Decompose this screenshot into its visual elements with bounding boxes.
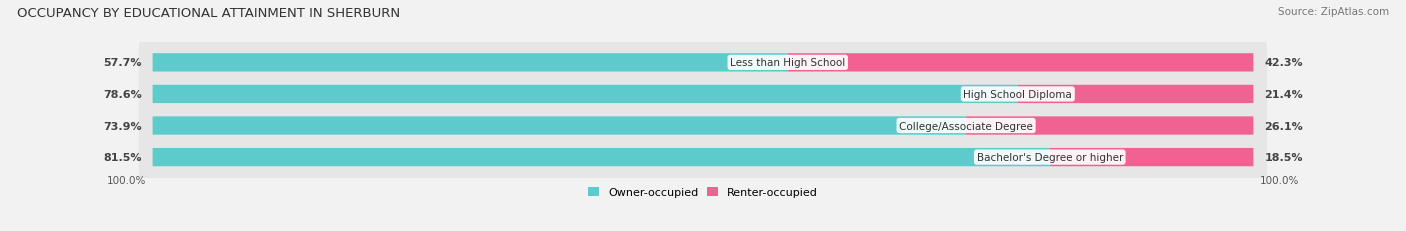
Text: 26.1%: 26.1% bbox=[1264, 121, 1303, 131]
Text: 100.0%: 100.0% bbox=[1260, 176, 1299, 185]
Text: College/Associate Degree: College/Associate Degree bbox=[900, 121, 1033, 131]
Text: 73.9%: 73.9% bbox=[103, 121, 142, 131]
FancyBboxPatch shape bbox=[1018, 85, 1253, 104]
FancyBboxPatch shape bbox=[966, 117, 1253, 135]
FancyBboxPatch shape bbox=[153, 85, 1018, 104]
FancyBboxPatch shape bbox=[153, 117, 966, 135]
Text: 81.5%: 81.5% bbox=[103, 152, 142, 162]
Text: 78.6%: 78.6% bbox=[103, 90, 142, 100]
Text: Less than High School: Less than High School bbox=[730, 58, 845, 68]
FancyBboxPatch shape bbox=[153, 54, 787, 72]
FancyBboxPatch shape bbox=[153, 148, 1050, 167]
FancyBboxPatch shape bbox=[1050, 148, 1253, 167]
FancyBboxPatch shape bbox=[139, 99, 1267, 153]
FancyBboxPatch shape bbox=[787, 54, 1253, 72]
FancyBboxPatch shape bbox=[139, 36, 1267, 91]
Text: Source: ZipAtlas.com: Source: ZipAtlas.com bbox=[1278, 7, 1389, 17]
Text: 18.5%: 18.5% bbox=[1264, 152, 1303, 162]
Text: 100.0%: 100.0% bbox=[107, 176, 146, 185]
Text: 57.7%: 57.7% bbox=[103, 58, 142, 68]
Text: 21.4%: 21.4% bbox=[1264, 90, 1303, 100]
Text: High School Diploma: High School Diploma bbox=[963, 90, 1073, 100]
Text: 42.3%: 42.3% bbox=[1264, 58, 1303, 68]
Legend: Owner-occupied, Renter-occupied: Owner-occupied, Renter-occupied bbox=[583, 183, 823, 202]
FancyBboxPatch shape bbox=[139, 130, 1267, 185]
Text: OCCUPANCY BY EDUCATIONAL ATTAINMENT IN SHERBURN: OCCUPANCY BY EDUCATIONAL ATTAINMENT IN S… bbox=[17, 7, 399, 20]
Text: Bachelor's Degree or higher: Bachelor's Degree or higher bbox=[977, 152, 1123, 162]
FancyBboxPatch shape bbox=[139, 67, 1267, 122]
